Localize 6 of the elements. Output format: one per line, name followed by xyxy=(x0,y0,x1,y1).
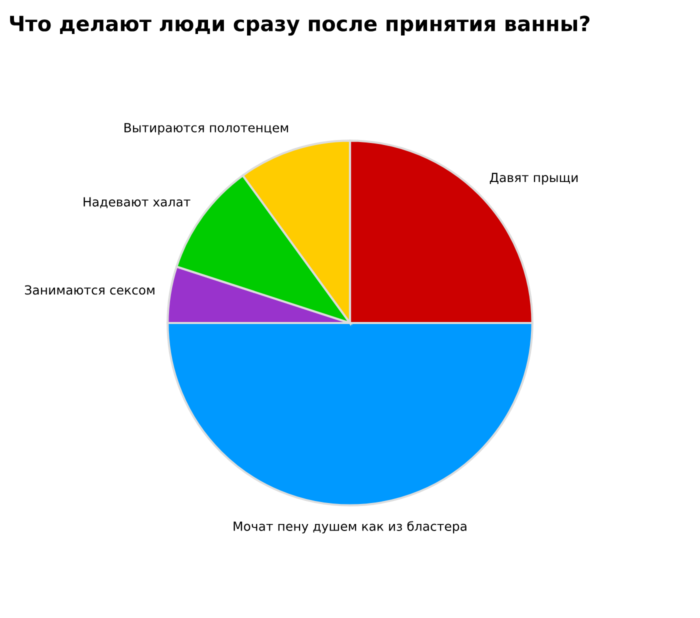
slice-label: Мочат пену душем как из бластера xyxy=(234,521,466,534)
slice-label: Занимаются сексом xyxy=(25,285,154,295)
slice-label: Давят прыщи xyxy=(490,172,578,185)
slice-label: Вытираются полотенцем xyxy=(124,123,288,135)
chart-title: Что делают люди сразу после принятия ванны? xyxy=(10,16,590,36)
slice-label: Надевают халат xyxy=(84,197,190,208)
